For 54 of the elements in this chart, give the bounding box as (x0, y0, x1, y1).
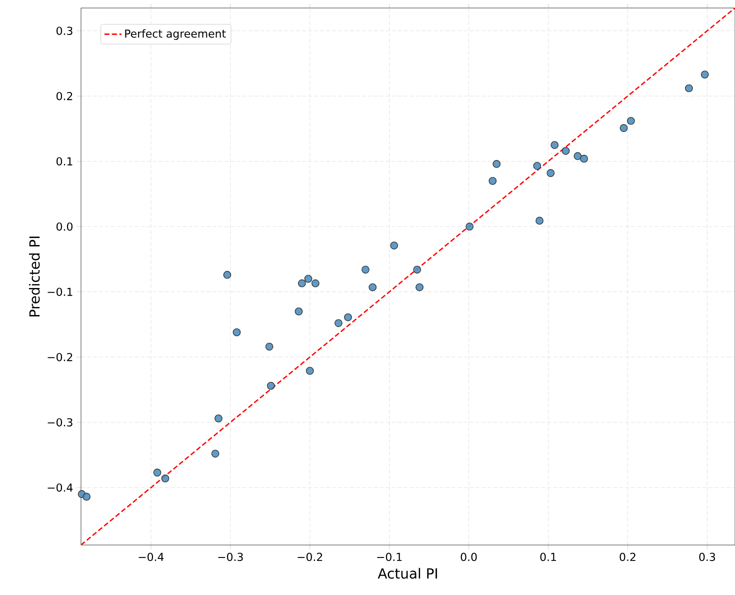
x-tick-label: 0.1 (540, 552, 556, 562)
x-axis-title: Actual PI (378, 568, 437, 579)
point (266, 382, 275, 390)
point (580, 154, 588, 163)
point (362, 266, 370, 274)
point (620, 124, 628, 132)
point (700, 70, 709, 78)
point (492, 160, 501, 168)
point (306, 366, 314, 375)
point (416, 283, 424, 292)
y-tick-label: −0.4 (48, 483, 73, 492)
point (562, 146, 570, 155)
y-axis-title: Predicted PI (28, 236, 40, 316)
point (368, 283, 377, 292)
legend-label: Perfect agreement (125, 29, 226, 40)
point (536, 216, 544, 225)
point (304, 274, 312, 283)
point (211, 450, 220, 458)
point (466, 222, 474, 231)
point (161, 474, 170, 482)
point (574, 152, 582, 160)
y-tick-label: 0.2 (56, 92, 72, 100)
y-tick-label: −0.1 (48, 288, 72, 296)
y-tick-label: 0.1 (56, 157, 72, 166)
point (232, 328, 241, 336)
point (153, 468, 162, 477)
point (626, 116, 635, 125)
x-tick-label: 0.2 (620, 552, 636, 562)
point (533, 162, 542, 170)
point (334, 319, 342, 328)
y-tick-label: −0.3 (48, 418, 72, 426)
y-tick-label: 0.3 (56, 26, 72, 35)
point (546, 169, 555, 178)
point (223, 270, 232, 279)
x-tick-label: −0.2 (298, 552, 322, 562)
point (550, 141, 559, 149)
x-tick-label: 0.0 (460, 552, 477, 562)
point (214, 414, 222, 422)
point (413, 266, 422, 274)
point (488, 176, 497, 185)
y-tick-label: −0.2 (48, 352, 72, 362)
point (294, 307, 303, 316)
point (298, 279, 306, 288)
x-tick-label: −0.1 (377, 552, 402, 562)
point (684, 84, 693, 92)
point (265, 342, 274, 351)
x-tick-label: −0.4 (138, 552, 164, 562)
point (311, 279, 320, 288)
y-tick-label: 0.0 (56, 222, 72, 231)
point (390, 242, 398, 250)
point (344, 313, 352, 322)
x-tick-label: 0.3 (699, 552, 716, 562)
x-tick-label: −0.3 (218, 552, 243, 562)
point (82, 492, 90, 501)
